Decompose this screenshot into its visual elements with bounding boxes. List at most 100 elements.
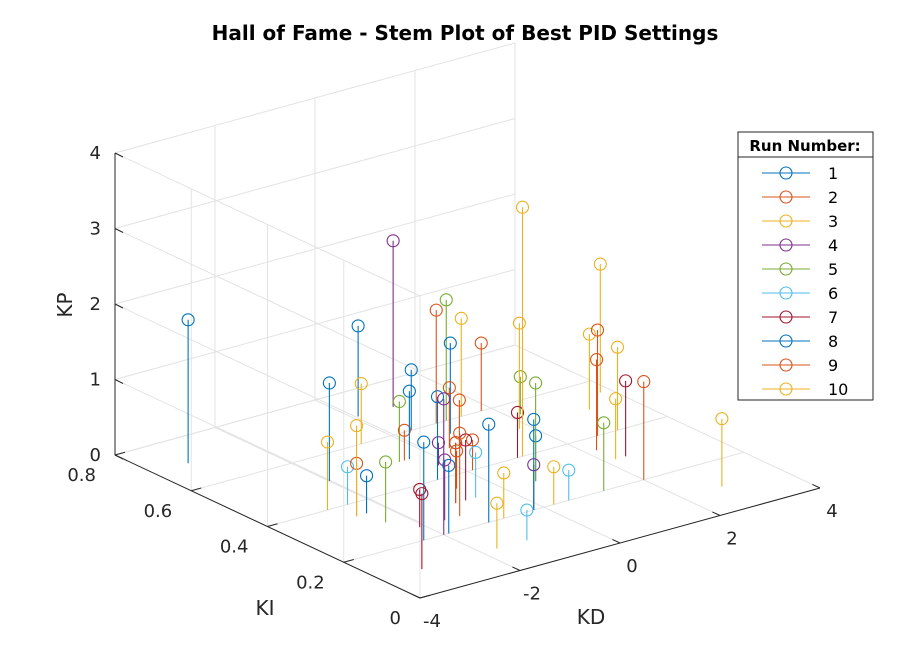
stem-marker bbox=[379, 455, 393, 469]
legend-entry-5: 5 bbox=[762, 260, 838, 279]
z-tick-mark bbox=[114, 152, 124, 158]
stem-marker bbox=[465, 433, 480, 447]
z-tick-label: 4 bbox=[90, 143, 101, 164]
grid-line-sidewall-kp bbox=[114, 379, 421, 523]
stem-marker bbox=[452, 393, 466, 407]
stem-run-2 bbox=[453, 426, 467, 517]
stem-run-3 bbox=[610, 340, 625, 431]
stem-run-6 bbox=[520, 503, 534, 541]
stem-marker bbox=[453, 426, 467, 440]
legend-title: Run Number: bbox=[749, 137, 860, 155]
stem-marker bbox=[512, 316, 526, 330]
stem-marker bbox=[490, 496, 504, 510]
legend-label: 1 bbox=[828, 164, 838, 183]
stem-marker bbox=[597, 416, 611, 430]
grid-line-backwall-kp bbox=[114, 42, 516, 154]
stem-run-3 bbox=[593, 257, 607, 393]
stem-run-9 bbox=[449, 436, 463, 504]
stem-marker bbox=[482, 417, 496, 431]
stem-run-10 bbox=[490, 496, 504, 549]
z-axis-label: KP bbox=[53, 292, 77, 317]
stem-run-3 bbox=[320, 435, 335, 510]
stem-run-5 bbox=[529, 376, 543, 482]
stem-run-3 bbox=[354, 377, 368, 444]
stem-run-7 bbox=[459, 433, 473, 501]
legend-marker bbox=[779, 310, 793, 324]
legend: Run Number: 1 2 3 4 5 6 7 8 9 10 bbox=[737, 131, 874, 401]
legend-label: 9 bbox=[828, 356, 838, 375]
stem-marker bbox=[354, 377, 368, 391]
stem-run-8 bbox=[430, 390, 445, 480]
stem-marker bbox=[454, 311, 468, 325]
x-tick-label: 4 bbox=[826, 501, 837, 522]
stem-run-10 bbox=[547, 460, 561, 505]
stem-marker bbox=[320, 435, 335, 449]
stem-run-5 bbox=[379, 455, 393, 523]
stem-marker bbox=[562, 463, 576, 477]
stem-marker bbox=[443, 336, 457, 350]
z-tick-mark bbox=[114, 303, 124, 309]
grid-line-sidewall-kp bbox=[114, 303, 421, 448]
stem-run-2 bbox=[590, 323, 605, 436]
stem-run-3 bbox=[512, 316, 526, 429]
stem-marker bbox=[181, 313, 195, 327]
grid-line-floor-ki bbox=[343, 451, 744, 563]
stem-run-4 bbox=[437, 392, 451, 535]
stem-run-8 bbox=[443, 336, 457, 434]
legend-label: 5 bbox=[828, 260, 838, 279]
stem-run-7 bbox=[619, 374, 633, 457]
stem-run-1 bbox=[442, 458, 456, 534]
stem-marker bbox=[510, 405, 525, 420]
stem-marker bbox=[637, 375, 651, 389]
stem-marker bbox=[450, 444, 464, 458]
y-axis-label: KI bbox=[255, 596, 274, 620]
stem-run-10 bbox=[582, 327, 596, 410]
stem-run-6 bbox=[469, 445, 483, 498]
y-tick-mark bbox=[343, 559, 354, 563]
stem-run-9 bbox=[474, 336, 488, 411]
stem-run-10 bbox=[454, 311, 468, 417]
stem-marker bbox=[547, 460, 561, 474]
y-tick-label: 0.6 bbox=[144, 501, 173, 522]
y-tick-label: 0.4 bbox=[220, 537, 249, 558]
stem-marker bbox=[397, 423, 411, 437]
stem-run-8 bbox=[482, 417, 496, 523]
legend-marker bbox=[779, 190, 793, 204]
x-tick-label: 0 bbox=[626, 556, 637, 577]
legend-label: 8 bbox=[828, 332, 838, 351]
stem-run-8 bbox=[404, 363, 418, 431]
stem-run-8 bbox=[322, 376, 336, 482]
stem-marker bbox=[340, 460, 355, 474]
stem-run-7 bbox=[510, 405, 525, 458]
stem-marker bbox=[442, 381, 456, 395]
x-tick-mark bbox=[712, 511, 721, 516]
grid-line-sidewall-kp bbox=[114, 152, 421, 297]
y-tick-mark bbox=[191, 487, 202, 492]
x-tick-label: -2 bbox=[523, 584, 541, 605]
legend-entries: 1 2 3 4 5 6 7 8 9 10 bbox=[762, 164, 848, 399]
z-tick-label: 1 bbox=[90, 370, 101, 391]
legend-marker bbox=[779, 166, 793, 180]
y-tick-label: 0 bbox=[390, 608, 401, 629]
stem-run-2 bbox=[637, 375, 651, 480]
legend-label: 3 bbox=[828, 212, 838, 231]
x-axis-label: KD bbox=[577, 605, 606, 629]
legend-entry-4: 4 bbox=[762, 236, 838, 255]
legend-label: 10 bbox=[828, 380, 848, 399]
stem-marker bbox=[350, 419, 364, 433]
stem-run-1 bbox=[181, 313, 195, 464]
y-tick-mark bbox=[419, 594, 431, 599]
stem-run-10 bbox=[497, 466, 511, 519]
z-tick-label: 3 bbox=[90, 219, 101, 240]
legend-marker bbox=[779, 334, 793, 348]
legend-entry-3: 3 bbox=[762, 212, 838, 231]
stem-run-5 bbox=[597, 416, 611, 491]
x-tick-mark bbox=[812, 483, 821, 489]
z-tick-label: 0 bbox=[90, 445, 101, 466]
z-tick-mark bbox=[114, 228, 124, 233]
grid-line-backwall-kp bbox=[114, 269, 516, 380]
stem-run-8 bbox=[417, 435, 431, 541]
stem-marker bbox=[351, 319, 365, 333]
legend-label: 6 bbox=[828, 284, 838, 303]
